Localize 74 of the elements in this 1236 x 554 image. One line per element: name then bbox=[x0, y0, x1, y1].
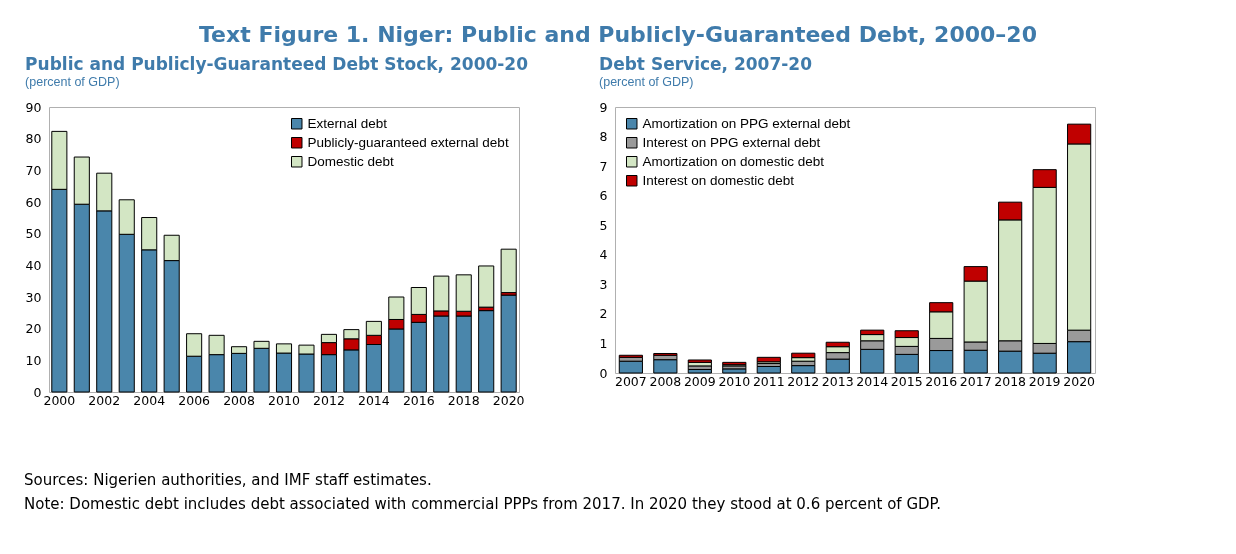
legend-label: Amortization on PPG external debt bbox=[642, 115, 851, 131]
bar bbox=[433, 315, 450, 393]
chart-subtitle: (percent of GDP) bbox=[25, 74, 120, 89]
x-tick-label: 2020 bbox=[492, 392, 525, 408]
bar bbox=[791, 352, 816, 359]
y-tick-label: 1 bbox=[599, 335, 608, 351]
legend-label: Domestic debt bbox=[307, 153, 395, 169]
x-tick-label: 2019 bbox=[1028, 373, 1061, 389]
y-tick-label: 60 bbox=[25, 194, 42, 210]
chart-subtitle: (percent of GDP) bbox=[599, 74, 694, 89]
y-tick-label: 3 bbox=[599, 276, 608, 292]
text: Note: Domestic debt includes debt associated with commercial PPPs from 2017. In 2020 they stood at 0.6 percent of GDP. bbox=[24, 494, 943, 515]
legend-label: Amortization on domestic debt bbox=[642, 153, 825, 169]
x-tick-label: 2011 bbox=[752, 373, 785, 389]
y-tick-label: 2 bbox=[599, 306, 608, 322]
bar bbox=[791, 365, 816, 374]
y-tick-label: 70 bbox=[25, 162, 42, 178]
bar bbox=[756, 366, 781, 374]
y-tick-label: 4 bbox=[599, 247, 608, 263]
x-tick-label: 2013 bbox=[821, 373, 854, 389]
x-tick-label: 2008 bbox=[649, 373, 682, 389]
bar bbox=[687, 359, 712, 363]
x-tick-label: 2000 bbox=[43, 392, 76, 408]
x-tick-label: 2009 bbox=[683, 373, 716, 389]
x-tick-label: 2006 bbox=[178, 392, 211, 408]
bar bbox=[653, 359, 678, 374]
y-tick-label: 30 bbox=[25, 289, 42, 305]
bar bbox=[455, 315, 472, 393]
y-tick-label: 10 bbox=[25, 352, 42, 368]
bar bbox=[618, 354, 643, 358]
x-tick-label: 2008 bbox=[223, 392, 256, 408]
x-tick-label: 2017 bbox=[959, 373, 992, 389]
x-tick-label: 2002 bbox=[88, 392, 121, 408]
x-tick-label: 2012 bbox=[313, 392, 345, 408]
y-tick-label: 0 bbox=[599, 365, 608, 381]
bar bbox=[478, 265, 495, 308]
x-tick-label: 2004 bbox=[133, 392, 166, 408]
x-tick-label: 2018 bbox=[447, 392, 480, 408]
x-tick-label: 2010 bbox=[268, 392, 300, 408]
y-tick-label: 40 bbox=[25, 257, 42, 273]
legend-label: Interest on PPG external debt bbox=[642, 134, 821, 150]
bar bbox=[478, 310, 495, 393]
bar bbox=[500, 248, 517, 294]
x-tick-label: 2010 bbox=[718, 373, 751, 389]
source-note: Sources: Nigerien authorities, and IMF staff estimates. bbox=[24, 470, 433, 491]
y-tick-label: 8 bbox=[599, 129, 608, 145]
x-tick-label: 2014 bbox=[357, 392, 390, 408]
x-tick-label: 2020 bbox=[1063, 373, 1096, 389]
x-tick-label: 2018 bbox=[994, 373, 1027, 389]
bar bbox=[756, 356, 781, 363]
text: Text Figure 1. Niger: Public and Publicly-Guaranteed Debt, 2000–20 bbox=[198, 21, 1038, 49]
y-tick-label: 20 bbox=[25, 321, 42, 337]
x-tick-label: 2016 bbox=[402, 392, 435, 408]
legend-label: Publicly-guaranteed external debt bbox=[307, 134, 509, 150]
x-tick-label: 2012 bbox=[787, 373, 820, 389]
bar bbox=[791, 357, 816, 362]
x-tick-label: 2016 bbox=[925, 373, 958, 389]
bar bbox=[500, 294, 517, 393]
y-tick-label: 5 bbox=[599, 217, 608, 233]
legend-label: External debt bbox=[307, 115, 388, 131]
y-tick-label: 0 bbox=[33, 384, 42, 400]
y-tick-label: 50 bbox=[25, 226, 42, 242]
bar bbox=[618, 360, 643, 374]
y-tick-label: 6 bbox=[599, 188, 608, 204]
y-tick-label: 9 bbox=[599, 99, 608, 115]
legend-label: Interest on domestic debt bbox=[642, 172, 795, 188]
y-tick-label: 90 bbox=[25, 99, 42, 115]
x-tick-label: 2007 bbox=[614, 373, 647, 389]
x-tick-label: 2014 bbox=[856, 373, 889, 389]
y-tick-label: 7 bbox=[599, 158, 608, 174]
y-tick-label: 80 bbox=[25, 131, 42, 147]
x-tick-label: 2015 bbox=[890, 373, 923, 389]
chart-title: Debt Service, 2007-20 bbox=[599, 53, 813, 74]
chart-title: Public and Publicly-Guaranteed Debt Stock, 2000-20 bbox=[25, 53, 529, 74]
